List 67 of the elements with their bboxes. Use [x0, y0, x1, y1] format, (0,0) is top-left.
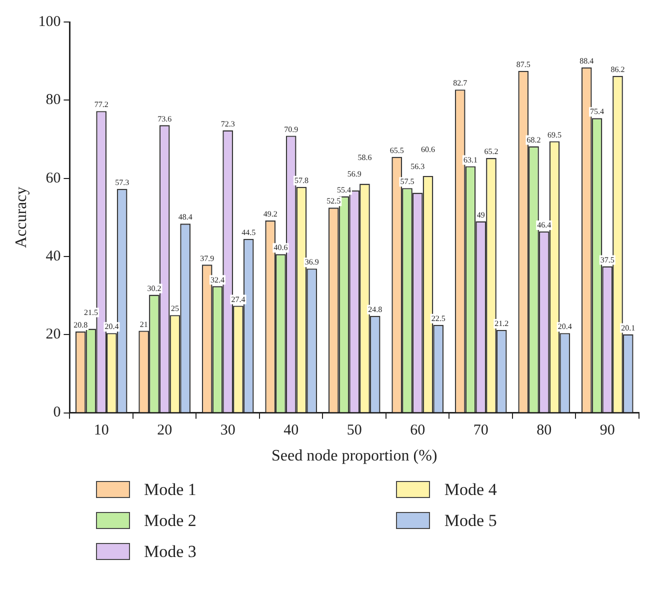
data-label: 36.9 — [304, 258, 319, 267]
data-label: 75.4 — [590, 107, 604, 116]
data-label: 88.4 — [580, 56, 594, 66]
y-axis-title: Accuracy — [12, 186, 30, 248]
x-tick-label: 40 — [284, 422, 299, 439]
data-label: 55.4 — [336, 185, 351, 194]
data-label: 72.3 — [220, 119, 235, 128]
x-tick-label: 50 — [346, 422, 362, 439]
data-label: 77.2 — [94, 100, 108, 110]
y-tick-label: 40 — [46, 248, 61, 264]
data-label: 25 — [170, 304, 179, 314]
data-label: 60.6 — [420, 145, 435, 154]
data-label: 82.7 — [453, 78, 468, 88]
y-tick-label: 20 — [46, 326, 61, 343]
x-tick-label: 60 — [410, 422, 426, 439]
data-label: 20.4 — [104, 322, 119, 332]
data-label: 20.1 — [621, 323, 636, 332]
data-label: 87.5 — [516, 60, 530, 69]
x-tick-label: 90 — [600, 422, 615, 439]
data-label: 40.6 — [274, 243, 288, 252]
data-label: 56.3 — [410, 162, 425, 171]
data-label: 22.5 — [431, 314, 446, 323]
legend-label: Mode 4 — [444, 480, 497, 500]
data-label: 20.4 — [558, 322, 572, 332]
data-label: 73.6 — [158, 114, 172, 124]
data-label: 63.1 — [463, 155, 478, 164]
data-label: 49 — [476, 210, 485, 220]
data-label: 57.8 — [294, 176, 308, 186]
y-tick-label: 0 — [53, 404, 61, 421]
data-label: 37.5 — [600, 255, 614, 264]
y-tick-label: 60 — [46, 170, 61, 186]
y-tick-label: 100 — [38, 14, 61, 30]
data-label: 27.4 — [231, 294, 246, 304]
data-label: 68.2 — [526, 135, 541, 144]
data-label: 48.4 — [178, 212, 192, 222]
y-tick-label: 80 — [46, 92, 61, 108]
x-tick-label: 30 — [220, 422, 236, 439]
data-label: 86.2 — [610, 65, 625, 74]
data-label: 32.4 — [210, 275, 224, 284]
x-tick-label: 10 — [94, 422, 109, 439]
data-label: 57.5 — [400, 177, 414, 186]
data-label: 65.5 — [390, 146, 404, 155]
data-label: 46.4 — [537, 220, 552, 230]
x-tick-label: 80 — [536, 422, 552, 439]
data-label: 58.6 — [358, 152, 372, 162]
data-label: 20.8 — [74, 320, 88, 330]
data-label: 21.5 — [84, 308, 98, 317]
data-label: 52.5 — [326, 196, 341, 206]
data-label: 37.9 — [200, 254, 214, 263]
legend-label: Mode 1 — [144, 480, 196, 500]
data-label: 21.2 — [494, 319, 509, 328]
data-label: 56.9 — [347, 170, 362, 179]
data-label: 49.2 — [263, 210, 278, 219]
data-label: 44.5 — [242, 228, 256, 237]
legend-label: Mode 3 — [144, 542, 196, 562]
data-label: 65.2 — [484, 147, 498, 156]
data-label: 57.3 — [115, 178, 130, 187]
x-axis-title: Seed node proportion (%) — [271, 448, 438, 465]
data-label: 21 — [140, 320, 148, 329]
x-tick-label: 70 — [473, 422, 488, 439]
data-label: 30.2 — [147, 284, 162, 293]
x-tick-label: 20 — [157, 422, 172, 439]
data-label: 69.5 — [547, 130, 562, 140]
legend-label: Mode 2 — [144, 510, 196, 530]
legend-label: Mode 5 — [444, 510, 497, 530]
data-label: 70.9 — [284, 124, 298, 134]
data-label: 24.8 — [368, 304, 382, 314]
